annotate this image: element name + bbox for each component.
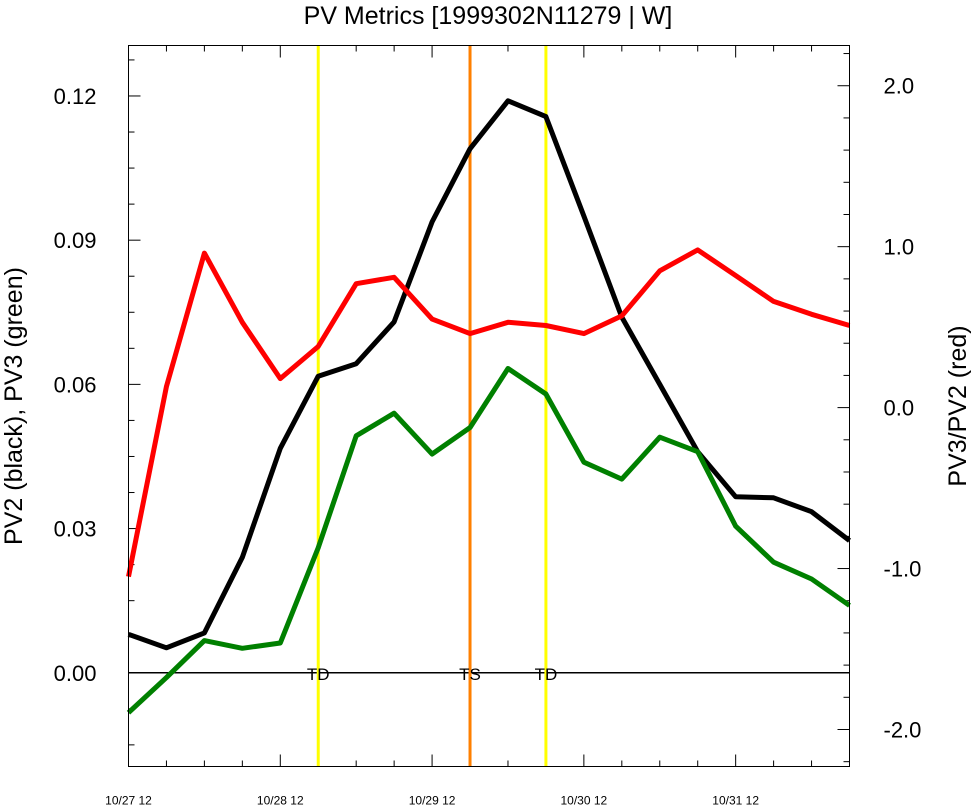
x-tick-label: 10/28 12 xyxy=(257,794,304,805)
y-right-tick-label: 1.0 xyxy=(884,235,915,260)
y-right-tick-label: -2.0 xyxy=(884,717,922,742)
x-tick-label: 10/31 12 xyxy=(712,794,759,805)
y-axis-label-right: PV3/PV2 (red) xyxy=(944,325,972,486)
y-right-tick-label: 2.0 xyxy=(884,74,915,99)
series-line-pv2 xyxy=(127,98,852,651)
y-left-tick-label: 0.00 xyxy=(54,661,97,686)
event-marker-label: TD xyxy=(307,665,330,684)
x-tick-label: 10/27 12 xyxy=(105,794,152,805)
y-right-tick-label: -1.0 xyxy=(884,557,922,582)
series-line-pv3-pv2 xyxy=(126,247,851,578)
event-marker-label: TD xyxy=(535,665,558,684)
y-left-tick-label: 0.03 xyxy=(54,517,97,542)
plot-area: 0.00 0.03 0.06 0.09 0.12 -2.0 -1.0 0.0 1.0 2.0 10/… xyxy=(54,45,922,805)
y-axis-label-left: PV2 (black), PV3 (green) xyxy=(0,267,28,545)
event-marker-label: TS xyxy=(459,665,481,684)
chart-title: PV Metrics [1999302N11279 | W] xyxy=(304,2,673,30)
y-left-tick-label: 0.12 xyxy=(54,84,97,109)
series-line-pv3 xyxy=(126,366,851,715)
y-left-tick-label: 0.09 xyxy=(54,228,97,253)
x-tick-label: 10/29 12 xyxy=(409,794,456,805)
y-left-tick-label: 0.06 xyxy=(54,372,97,397)
plot-frame xyxy=(128,45,850,767)
y-right-tick-label: 0.0 xyxy=(884,396,915,421)
x-tick-label: 10/30 12 xyxy=(561,794,608,805)
